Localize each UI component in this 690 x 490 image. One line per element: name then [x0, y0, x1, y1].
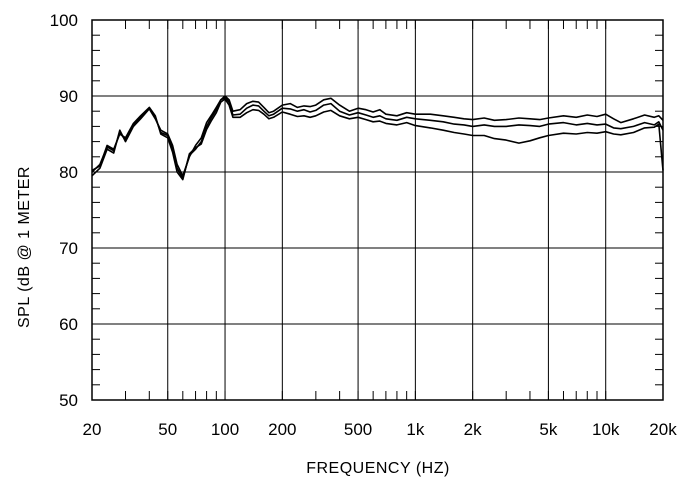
plot-frame — [91, 19, 664, 401]
major-grid — [91, 19, 664, 401]
y-tick-label: 50 — [59, 391, 78, 410]
y-tick-label: 60 — [59, 315, 78, 334]
x-tick-label: 1k — [406, 420, 424, 439]
y-tick-label: 90 — [59, 87, 78, 106]
x-tick-label: 2k — [464, 420, 482, 439]
x-tick-label: 20 — [83, 420, 102, 439]
y-tick-labels: 50 60 70 80 90 100 — [50, 11, 78, 410]
series-line-3 — [91, 98, 664, 181]
x-tick-labels: 20 50 100 200 500 1k 2k 5k 10k 20k — [83, 420, 678, 439]
y-axis-label: SPL (dB @ 1 METER — [16, 166, 33, 328]
x-tick-label: 50 — [158, 420, 177, 439]
y-tick-label: 70 — [59, 239, 78, 258]
series-layer — [91, 95, 664, 181]
x-tick-label: 200 — [268, 420, 296, 439]
x-tick-label: 100 — [211, 420, 239, 439]
x-tick-label: 5k — [539, 420, 557, 439]
x-axis-label: FREQUENCY (HZ) — [306, 460, 450, 477]
series-line-1 — [91, 95, 664, 177]
x-tick-label: 10k — [592, 420, 620, 439]
y-tick-label: 80 — [59, 163, 78, 182]
y-tick-label: 100 — [50, 11, 78, 30]
x-tick-label: 500 — [344, 420, 372, 439]
minor-tick-marks — [91, 20, 664, 400]
x-tick-label: 20k — [649, 420, 677, 439]
